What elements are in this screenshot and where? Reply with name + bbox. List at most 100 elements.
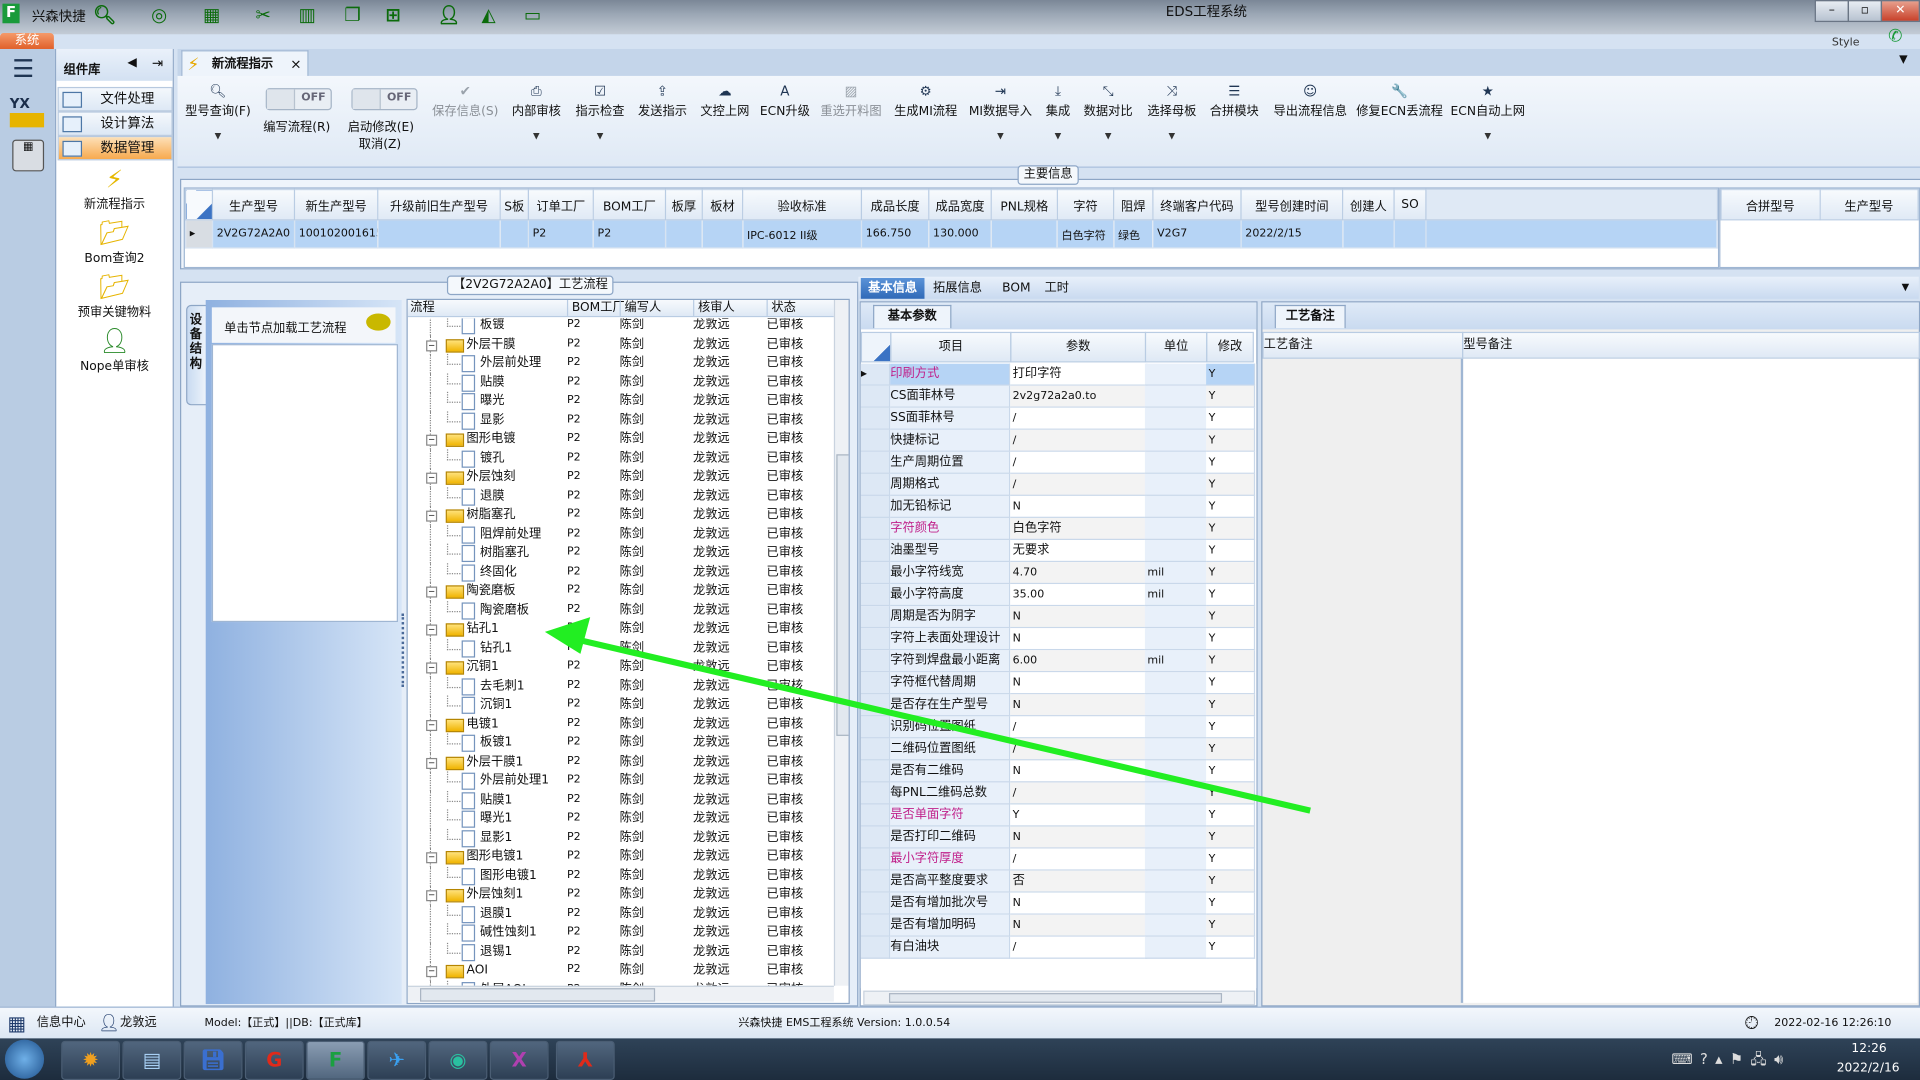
row-selector[interactable] [860, 385, 891, 408]
tree-row[interactable]: − 图形电镀 P2 陈剑 龙敦远 已审核 [408, 429, 834, 450]
column-header[interactable]: SO [1393, 188, 1427, 221]
dropdown-arrow-icon[interactable]: ▼ [1168, 131, 1176, 141]
param-value[interactable]: 35.00 [1010, 584, 1148, 607]
tree-row[interactable]: 退膜1 P2 陈剑 龙敦远 已审核 [408, 904, 834, 924]
param-value[interactable]: 6.00 [1010, 650, 1148, 673]
toolbar-button-5[interactable]: A ECN升级 [760, 83, 810, 119]
sidebar-item-1[interactable]: 设计算法 [57, 111, 173, 136]
param-row[interactable]: 字符上表面处理设计 N Y [860, 628, 1256, 651]
taskbar-pdf-icon[interactable]: ⅄ [555, 1040, 615, 1080]
row-selector[interactable] [860, 517, 891, 541]
tree-row[interactable]: − 树脂塞孔 P2 陈剑 龙敦远 已审核 [408, 505, 834, 526]
tree-row[interactable]: 板镀1 P2 陈剑 龙敦远 已审核 [408, 733, 834, 754]
collapse-toggle-icon[interactable]: − [426, 339, 438, 351]
equipment-tree[interactable] [211, 344, 398, 623]
write-flow-toggle[interactable]: OFF [265, 88, 332, 111]
side-tab-equipment[interactable]: 设备结构 [186, 304, 209, 406]
tree-row[interactable]: 钻孔1 P2 陈剑 龙敦远 已审核 [408, 638, 834, 659]
horizontal-scrollbar[interactable] [407, 985, 834, 1002]
film-icon[interactable]: ▥ [298, 3, 317, 26]
table-cell[interactable] [990, 219, 1058, 249]
toolbar-button-13[interactable]: ☺ 导出流程信息 [1273, 83, 1346, 119]
toolbar-button-2[interactable]: ☑ 指示检查 ▼ [576, 83, 625, 141]
table-cell[interactable]: 2V2G72A2A0 [211, 219, 296, 249]
monitor-icon[interactable]: ▭ [523, 3, 542, 26]
param-value[interactable]: / [1010, 429, 1148, 452]
param-row[interactable]: 字符到焊盘最小距离 6.00 mil Y [860, 650, 1256, 673]
sidebar-tool-3[interactable]: 👤︎ Nope单审核 [56, 326, 172, 374]
param-row[interactable]: ▸ 印刷方式 打印字符 Y [860, 363, 1256, 386]
sidebar-tool-1[interactable]: 📂︎ Bom查询2 [56, 218, 172, 266]
column-header[interactable]: 流程 [410, 301, 435, 315]
param-value[interactable]: 4.70 [1010, 562, 1148, 585]
param-value[interactable]: N [1010, 760, 1148, 783]
collapse-toggle-icon[interactable]: − [426, 472, 438, 484]
taskbar-g-app-icon[interactable]: G [244, 1040, 304, 1080]
tree-row[interactable]: − AOI P2 陈剑 龙敦远 已审核 [408, 961, 834, 981]
dropdown-arrow-icon[interactable]: ▼ [997, 131, 1004, 141]
tab-process-notes[interactable]: 工艺备注 [1274, 304, 1346, 329]
row-selector[interactable] [860, 650, 891, 673]
column-header[interactable]: 修改 [1206, 331, 1254, 363]
tree-row[interactable]: − 外层干膜 P2 陈剑 龙敦远 已审核 [408, 334, 834, 355]
param-value[interactable]: / [1010, 848, 1148, 871]
row-selector[interactable] [860, 716, 891, 739]
param-row[interactable]: 是否有二维码 N Y [860, 760, 1256, 783]
model-notes-text[interactable] [1463, 358, 1918, 1003]
table-cell[interactable] [499, 219, 529, 249]
tree-row[interactable]: 图形电镀1 P2 陈剑 龙敦远 已审核 [408, 866, 834, 886]
collapse-toggle-icon[interactable]: − [426, 662, 438, 674]
toolbar-button-15[interactable]: ★ ECN自动上网 ▼ [1451, 83, 1525, 141]
table-cell[interactable] [664, 219, 703, 249]
column-header[interactable]: 验收标准 [742, 188, 863, 221]
column-header[interactable]: 板材 [701, 188, 744, 221]
param-row[interactable]: 最小字符线宽 4.70 mil Y [860, 562, 1256, 585]
start-button[interactable] [4, 1039, 45, 1079]
tree-row[interactable]: 显影1 P2 陈剑 龙敦远 已审核 [408, 828, 834, 848]
param-row[interactable]: 字符框代替周期 N Y [860, 672, 1256, 695]
tree-row[interactable]: − 外层蚀刻 P2 陈剑 龙敦远 已审核 [408, 467, 834, 488]
tree-row[interactable]: − 图形电镀1 P2 陈剑 龙敦远 已审核 [408, 847, 834, 867]
table-cell[interactable] [701, 219, 744, 249]
table-cell[interactable]: IPC-6012 II级 [742, 219, 863, 249]
horizontal-scrollbar[interactable] [863, 990, 1256, 1006]
column-header[interactable]: 合拼型号 [1720, 188, 1821, 221]
toolbar-button-4[interactable]: ☁ 文控上网 [700, 83, 749, 119]
model-query-button[interactable]: 🔍︎ 型号查询(F) ▼ [185, 83, 251, 141]
row-selector[interactable] [860, 760, 891, 783]
column-header[interactable]: 终端客户代码 [1152, 188, 1242, 221]
param-value[interactable]: N [1010, 892, 1148, 915]
tab-list-dropdown-icon[interactable]: ▼ [1899, 53, 1908, 67]
taskbar-x-app-icon[interactable]: X [489, 1040, 549, 1080]
table-cell[interactable]: 2022/2/15 [1240, 219, 1344, 249]
row-selector[interactable] [860, 804, 891, 827]
scissors-icon[interactable]: ✂ [255, 3, 271, 26]
tree-row[interactable]: 显影 P2 陈剑 龙敦远 已审核 [408, 410, 834, 431]
toolbar-button-12[interactable]: ☰ 合拼模块 [1210, 83, 1259, 119]
table-cell[interactable]: 130.000 [928, 219, 992, 249]
row-selector[interactable] [860, 407, 891, 430]
toolbar-button-11[interactable]: ⤨ 选择母板 ▼ [1147, 83, 1196, 141]
param-row[interactable]: 二维码位置图纸 / Y [860, 738, 1256, 761]
column-header[interactable]: 状态 [766, 300, 796, 316]
row-selector[interactable] [860, 672, 891, 695]
sidebar-item-2[interactable]: 数据管理 [57, 135, 173, 161]
column-header[interactable]: 订单工厂 [527, 188, 594, 221]
style-menu[interactable]: Style [1831, 36, 1860, 49]
param-row[interactable]: CS面菲林号 2v2g72a2a0.to Y [860, 385, 1256, 408]
taskbar-shell-app-icon[interactable]: ✹ [61, 1040, 121, 1080]
param-value[interactable]: 无要求 [1010, 540, 1148, 563]
table-cell[interactable]: 白色字符 [1056, 219, 1115, 249]
menu-tab-system[interactable]: 系统 [0, 33, 54, 49]
dropdown-arrow-icon[interactable]: ▼ [214, 131, 222, 141]
lifebuoy-icon[interactable]: ◎ [151, 3, 168, 26]
maximize-button[interactable]: ▫ [1847, 0, 1883, 23]
process-notes-text[interactable] [1262, 358, 1464, 1003]
scrollbar-thumb[interactable] [888, 993, 1223, 1003]
row-selector[interactable] [860, 540, 891, 563]
table-cell[interactable]: 10010200161554 [293, 219, 379, 249]
toolbar-button-3[interactable]: ⇪ 发送指示 [638, 83, 687, 119]
calculator-icon[interactable]: ▦ [12, 139, 45, 172]
param-value[interactable]: / [1010, 473, 1148, 496]
minimize-button[interactable]: – [1814, 0, 1849, 23]
